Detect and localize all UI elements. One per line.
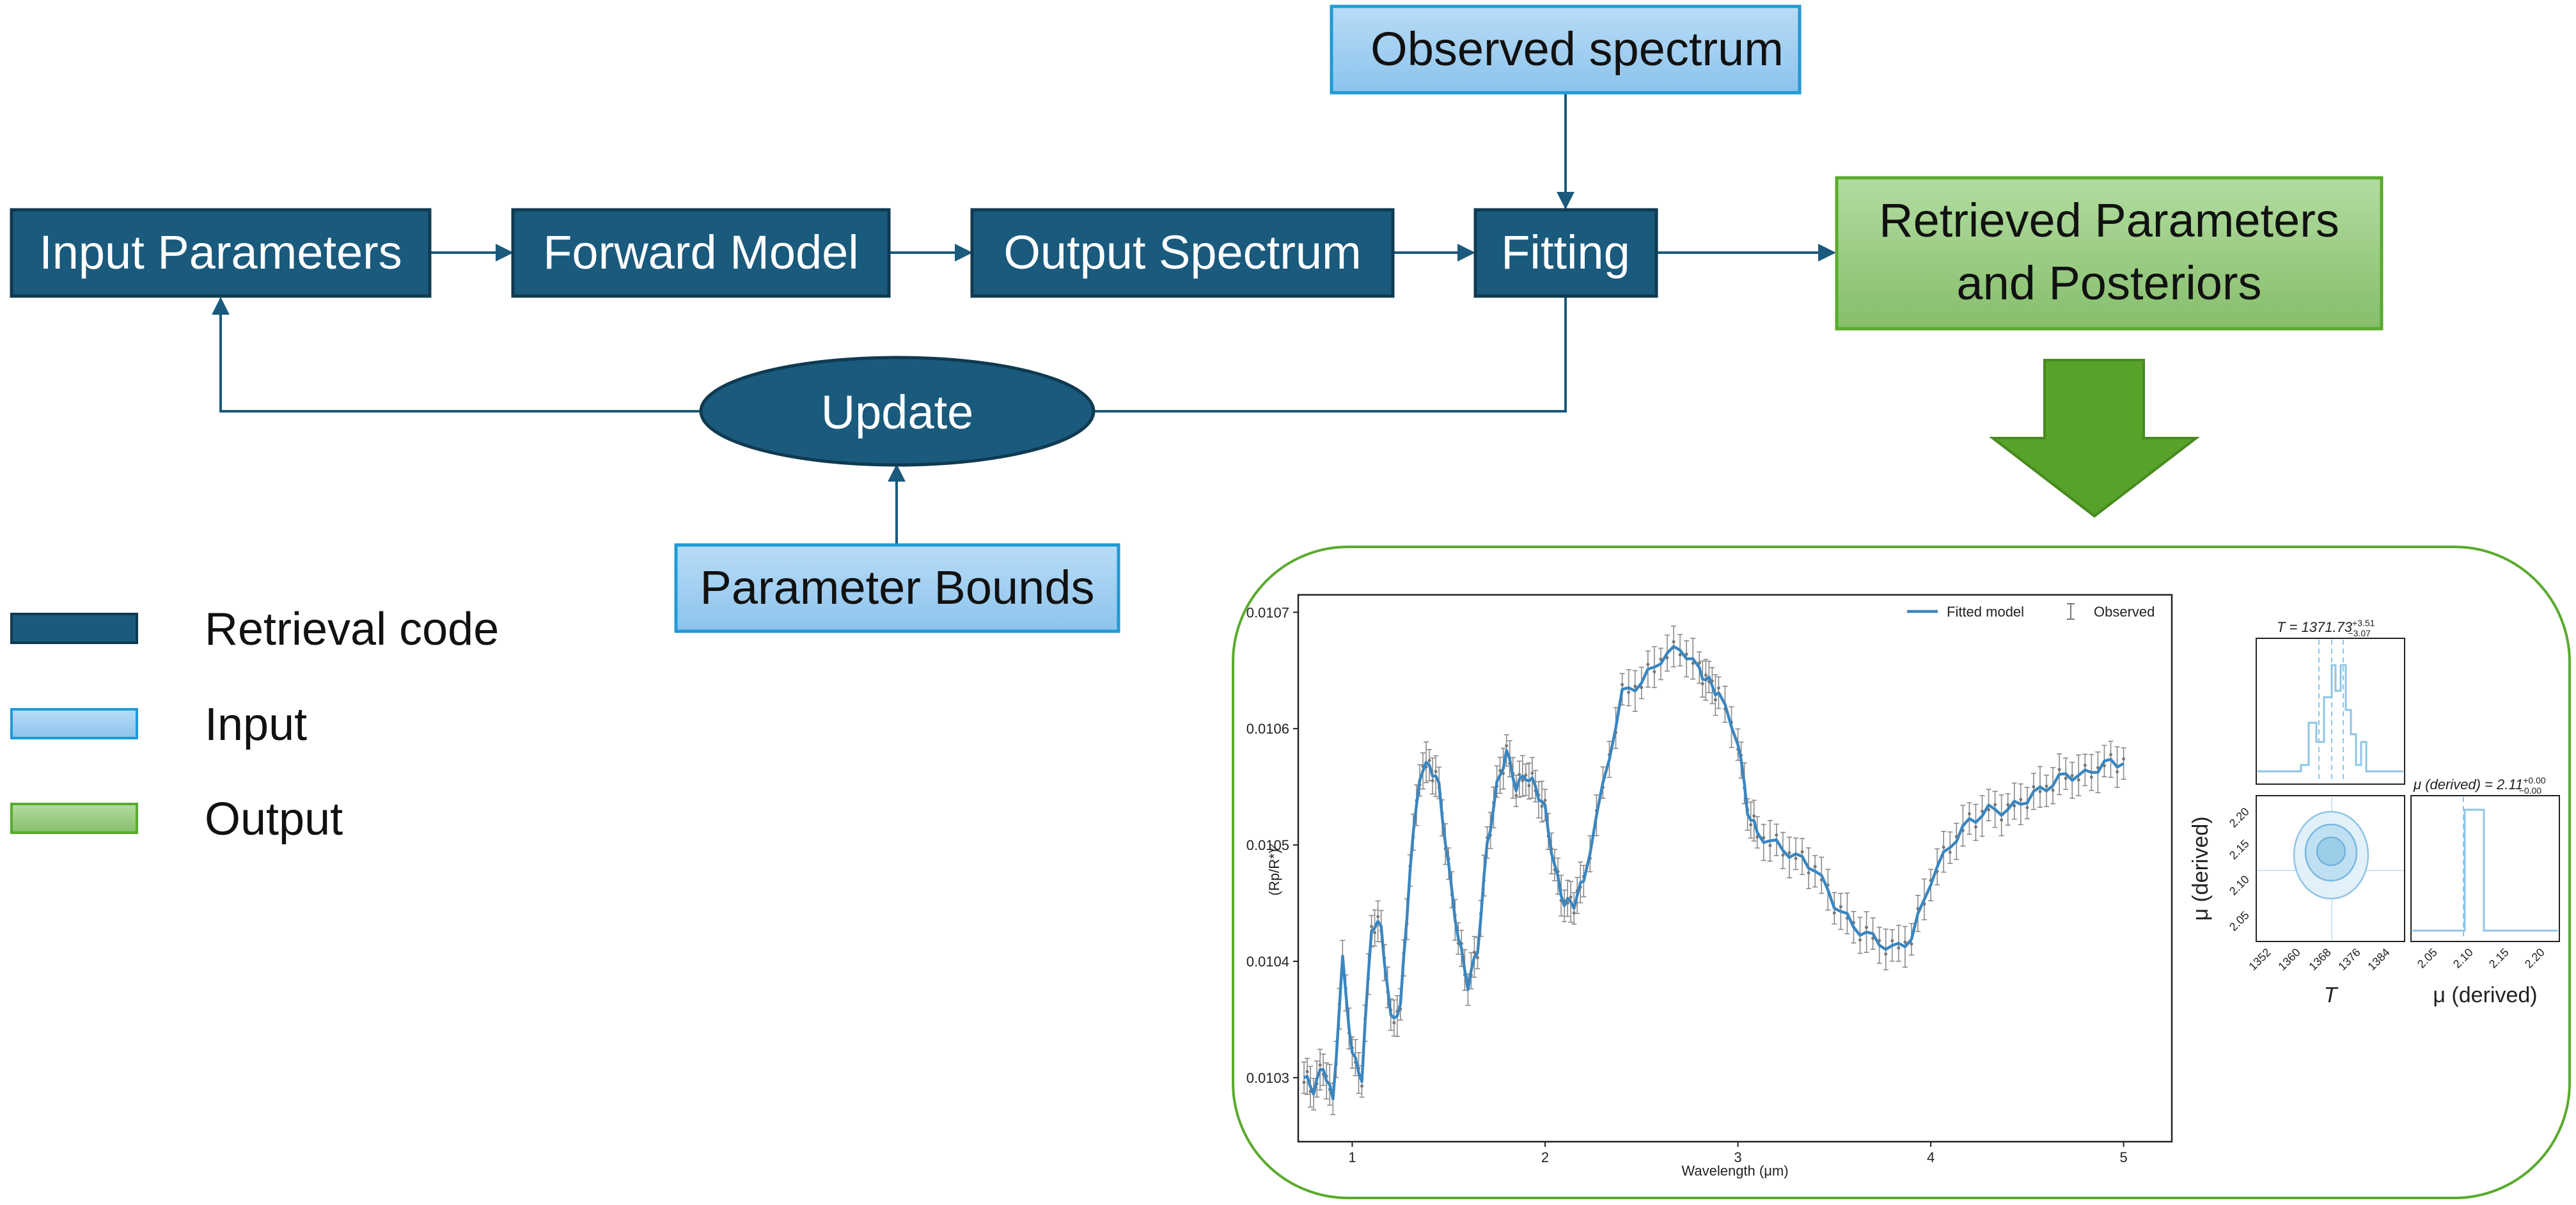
x-tick-label: 3 [1734, 1149, 1741, 1165]
node-output-spectrum[interactable]: Output Spectrum [970, 208, 1395, 298]
fitted-model-line [1303, 645, 2124, 1101]
node-retrieved-line1: Retrieved Parameters [1879, 194, 2339, 247]
node-retrieved-line2: and Posteriors [1956, 256, 2261, 310]
node-forward-model-label: Forward Model [543, 226, 859, 279]
legend-swatch-output [10, 803, 138, 834]
x-tick-label: 4 [1927, 1149, 1935, 1165]
legend-swatch-retrieval-code [10, 613, 138, 644]
legend-label-retrieval-code: Retrieval code [205, 604, 499, 655]
mu-title: μ (derived) = 2.11+0.00 −0.00 [2413, 775, 2546, 796]
y-tick-label: 0.0103 [1246, 1070, 1289, 1086]
observed-errorbar [1626, 669, 1631, 707]
legend-fitted-model: Fitted model [1947, 604, 2024, 620]
mu-histogram [2412, 808, 2558, 932]
mu-err-down: −0.00 [2519, 785, 2542, 796]
legend-item-output: Output [10, 794, 343, 845]
legend-swatch-input [10, 708, 138, 739]
spectrum-y-label: (Rp/R*)² [1266, 844, 1282, 896]
mu-histogram-frame [2410, 795, 2560, 942]
line-fitting-to-update [1094, 297, 1567, 413]
t-histogram-frame [2256, 638, 2405, 785]
spectrum-x-label: Wavelength (μm) [1681, 1163, 1788, 1179]
node-output-spectrum-label: Output Spectrum [1003, 226, 1361, 279]
t-err-down: −3.07 [2348, 628, 2371, 638]
spectrum-plot: 1 2 3 4 5 0.0103 0.0104 0.0105 0.0106 0.0107 Wav… [1246, 594, 2173, 1179]
node-observed-spectrum-label: Observed spectrum [1370, 22, 1784, 75]
node-parameter-bounds[interactable]: Parameter Bounds [674, 543, 1120, 633]
y-tick-label: 0.0104 [1246, 954, 1289, 970]
node-input-parameters[interactable]: Input Parameters [10, 208, 432, 298]
spectrum-y-ticks: 0.0103 0.0104 0.0105 0.0106 0.0107 [1246, 604, 1298, 1086]
spectrum-plot-frame [1297, 594, 2173, 1143]
connectors [212, 93, 1836, 544]
observed-errorbar [1832, 892, 1837, 925]
t-title: T = 1371.73+3.51 −3.07 [2277, 618, 2375, 638]
observed-errorbar [2121, 747, 2126, 780]
y-tick-label: 0.0106 [1246, 721, 1289, 737]
legend-label-input: Input [205, 699, 307, 750]
node-forward-model[interactable]: Forward Model [511, 208, 891, 298]
node-update-label: Update [821, 386, 974, 439]
mu-title-value: μ (derived) = 2.11 [2413, 776, 2523, 792]
node-fitting[interactable]: Fitting [1473, 208, 1658, 298]
spectrum-x-ticks: 1 2 3 4 5 [1348, 1142, 2128, 1165]
corner-x-label-t: T [2324, 983, 2339, 1007]
t-histogram [2258, 664, 2403, 773]
x-tick-label: 1 [1348, 1149, 1356, 1165]
contour-inner [2316, 837, 2346, 866]
legend-item-retrieval-code: Retrieval code [10, 604, 499, 655]
arrow-update-to-input [212, 297, 701, 413]
t-title-value: T = 1371.73 [2277, 619, 2353, 635]
x-tick-label: 2 [1541, 1149, 1549, 1165]
spectrum-legend: Fitted model Observed [1907, 603, 2155, 620]
node-observed-spectrum[interactable]: Observed spectrum [1330, 4, 1802, 95]
observed-errorbar [2005, 793, 2011, 826]
x-tick-label: 5 [2119, 1149, 2127, 1165]
legend-item-input: Input [10, 699, 307, 750]
legend: Retrieval code Input Output [10, 604, 499, 845]
node-update[interactable]: Update [699, 356, 1096, 467]
corner-y-label-mu: μ (derived) [2188, 816, 2213, 920]
t-err-up: +3.51 [2352, 618, 2375, 628]
y-tick-label: 0.0105 [1246, 837, 1289, 853]
legend-label-output: Output [205, 794, 343, 845]
corner-x-label-mu: μ (derived) [2433, 983, 2537, 1007]
node-retrieved-parameters[interactable]: Retrieved Parameters and Posteriors [1835, 176, 2384, 331]
node-input-parameters-label: Input Parameters [39, 226, 402, 279]
legend-errorbar-icon [2067, 603, 2075, 620]
node-fitting-label: Fitting [1501, 226, 1630, 279]
legend-observed: Observed [2094, 604, 2155, 620]
mu-err-up: +0.00 [2523, 775, 2546, 785]
big-down-arrow [1989, 359, 2200, 518]
y-tick-label: 0.0107 [1246, 604, 1289, 620]
node-parameter-bounds-label: Parameter Bounds [700, 561, 1094, 614]
